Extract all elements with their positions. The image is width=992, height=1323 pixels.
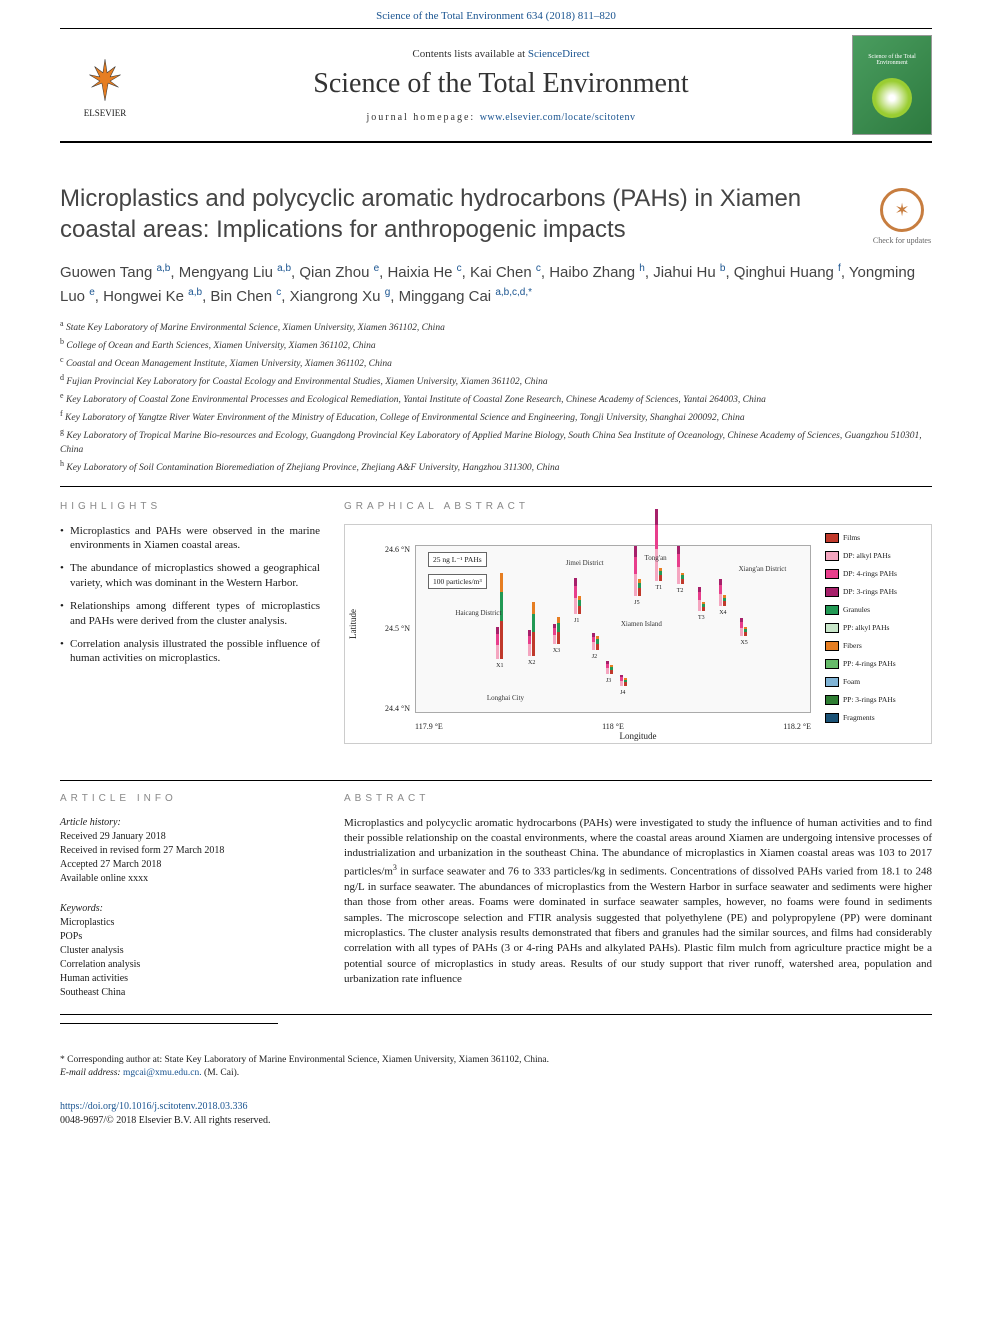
article-info-block: Article history: Received 29 January 201…	[60, 816, 320, 886]
station-bar: X4	[719, 579, 733, 606]
cover-graphic-icon	[872, 78, 912, 118]
station-bar: X2	[528, 602, 542, 656]
keyword-item: Microplastics	[60, 916, 320, 930]
station-bar: T2	[677, 546, 691, 584]
cover-title: Science of the Total Environment	[853, 52, 931, 68]
corresponding-author: * Corresponding author at: State Key Lab…	[60, 1054, 932, 1081]
article-info-head: ARTICLE INFO	[60, 793, 320, 804]
journal-header: ELSEVIER Contents lists available at Sci…	[60, 28, 932, 143]
ga-ylabel: Latitude	[348, 609, 358, 639]
station-bar: J1	[574, 578, 588, 614]
authors-list: Guowen Tang a,b, Mengyang Liu a,b, Qian …	[60, 261, 932, 308]
journal-reference: Science of the Total Environment 634 (20…	[0, 0, 992, 28]
highlight-item: Correlation analysis illustrated the pos…	[60, 637, 320, 667]
keywords-block: Keywords: MicroplasticsPOPsCluster analy…	[60, 902, 320, 1000]
footnote-rule	[60, 1023, 278, 1024]
journal-cover-thumb: Science of the Total Environment	[852, 35, 932, 135]
journal-name: Science of the Total Environment	[150, 68, 852, 100]
station-bar: T3	[698, 587, 712, 610]
keyword-item: Cluster analysis	[60, 944, 320, 958]
history-head: Article history:	[60, 816, 320, 830]
elsevier-tree-icon	[78, 53, 133, 108]
keyword-item: POPs	[60, 930, 320, 944]
station-bar: J4	[620, 675, 634, 686]
history-line: Available online xxxx	[60, 872, 320, 886]
highlight-item: Microplastics and PAHs were observed in …	[60, 524, 320, 554]
affiliations-list: a State Key Laboratory of Marine Environ…	[60, 318, 932, 486]
updates-icon: ✶	[880, 188, 924, 232]
homepage-pre: journal homepage:	[366, 112, 479, 123]
keyword-item: Correlation analysis	[60, 958, 320, 972]
homepage-link[interactable]: www.elsevier.com/locate/scitotenv	[480, 112, 636, 123]
highlights-head: HIGHLIGHTS	[60, 501, 320, 512]
station-bar: X3	[553, 617, 567, 644]
check-updates-badge[interactable]: ✶ Check for updates	[872, 188, 932, 245]
highlight-item: Relationships among different types of m…	[60, 599, 320, 629]
station-bar: J2	[592, 633, 606, 649]
highlight-item: The abundance of microplastics showed a …	[60, 561, 320, 591]
ga-xlabel: Longitude	[620, 731, 657, 741]
abstract-head: ABSTRACT	[344, 793, 932, 804]
corr-email-link[interactable]: mgcai@xmu.edu.cn.	[123, 1068, 202, 1078]
ga-legend: FilmsDP: alkyl PAHsDP: 4-rings PAHsDP: 3…	[825, 533, 925, 731]
graphical-abstract-head: GRAPHICAL ABSTRACT	[344, 501, 932, 512]
contents-pre: Contents lists available at	[412, 48, 527, 60]
highlights-block: Microplastics and PAHs were observed in …	[60, 524, 320, 667]
keyword-item: Southeast China	[60, 986, 320, 1000]
keyword-item: Human activities	[60, 972, 320, 986]
station-bar: J3	[606, 661, 620, 674]
publisher-name: ELSEVIER	[84, 108, 127, 118]
ga-yticks: 24.6 °N24.5 °N24.4 °N	[380, 545, 410, 713]
article-title: Microplastics and polycyclic aromatic hy…	[60, 183, 857, 245]
copyright-text: 0048-9697/© 2018 Elsevier B.V. All right…	[60, 1115, 270, 1126]
station-bar: X5	[740, 618, 754, 636]
history-line: Received 29 January 2018	[60, 830, 320, 844]
updates-label: Check for updates	[873, 236, 931, 245]
ga-xticks: 117.9 °E118 °E118.2 °E	[415, 722, 811, 731]
elsevier-logo: ELSEVIER	[60, 53, 150, 118]
history-line: Received in revised form 27 March 2018	[60, 844, 320, 858]
history-line: Accepted 27 March 2018	[60, 858, 320, 872]
doi-copyright: https://doi.org/10.1016/j.scitotenv.2018…	[60, 1100, 932, 1128]
graphical-abstract-figure: Latitude 24.6 °N24.5 °N24.4 °N 25 ng L⁻¹…	[344, 524, 932, 744]
abstract-text: Microplastics and polycyclic aromatic hy…	[344, 816, 932, 988]
keywords-head: Keywords:	[60, 902, 320, 916]
ga-map: 25 ng L⁻¹ PAHs 100 particles/m³ X1 X2 X3…	[415, 545, 811, 713]
corr-email-suffix: (M. Cai).	[204, 1068, 239, 1078]
contents-line: Contents lists available at ScienceDirec…	[150, 48, 852, 60]
corr-email-label: E-mail address:	[60, 1068, 121, 1078]
doi-link[interactable]: https://doi.org/10.1016/j.scitotenv.2018…	[60, 1101, 248, 1112]
homepage-line: journal homepage: www.elsevier.com/locat…	[150, 112, 852, 123]
corr-note: * Corresponding author at: State Key Lab…	[60, 1054, 932, 1067]
sciencedirect-link[interactable]: ScienceDirect	[528, 48, 590, 60]
station-bar: T1	[655, 509, 669, 581]
